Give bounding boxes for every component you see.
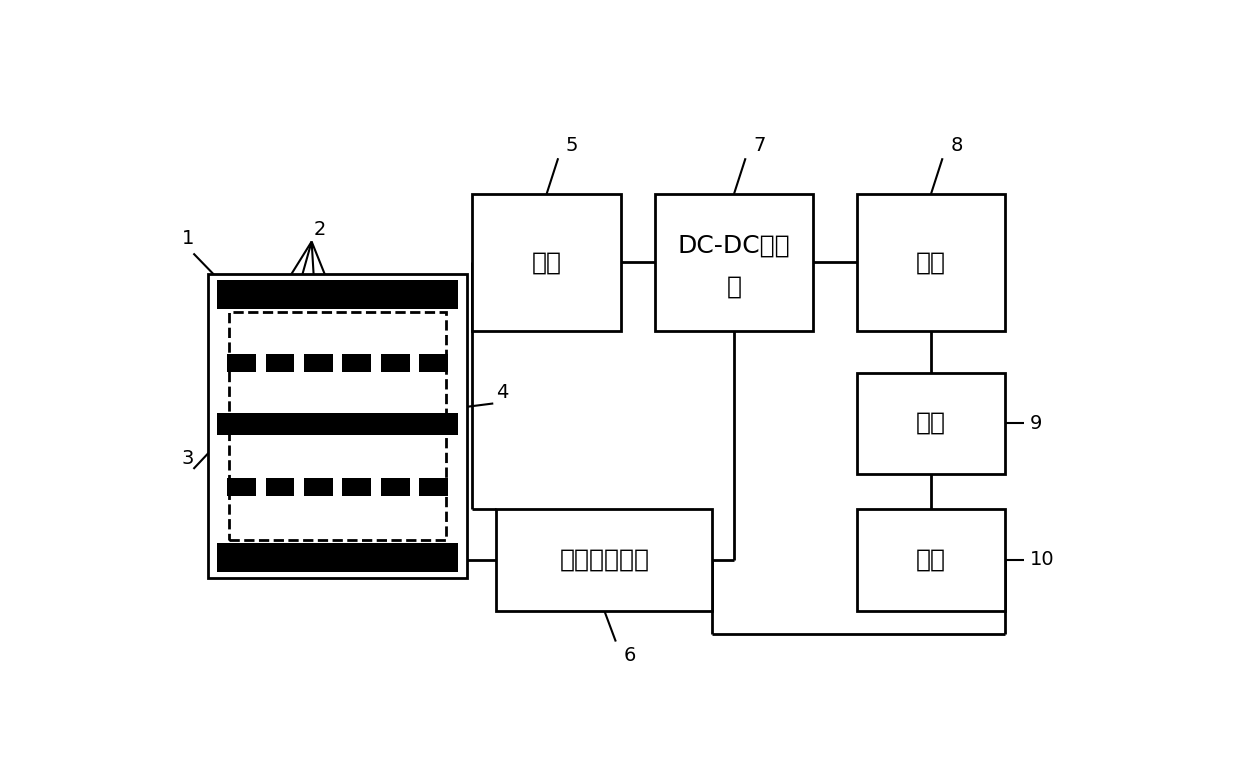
- Text: 7: 7: [753, 136, 765, 155]
- Text: 8: 8: [950, 136, 962, 155]
- Bar: [304, 478, 332, 495]
- Text: 4: 4: [496, 383, 508, 402]
- Text: 5: 5: [565, 136, 578, 155]
- Text: 3: 3: [182, 449, 195, 468]
- Bar: [208, 274, 467, 578]
- Bar: [229, 312, 446, 540]
- Bar: [265, 354, 294, 372]
- Text: 负载: 负载: [916, 548, 946, 572]
- Bar: [217, 281, 458, 309]
- Bar: [857, 373, 1006, 474]
- Bar: [655, 194, 813, 331]
- Text: 储能: 储能: [916, 250, 946, 274]
- Bar: [381, 354, 409, 372]
- Bar: [304, 354, 332, 372]
- Text: 2: 2: [314, 220, 326, 239]
- Bar: [381, 478, 409, 495]
- Bar: [217, 543, 458, 572]
- Bar: [217, 413, 458, 435]
- Text: 开关控制信号: 开关控制信号: [559, 548, 650, 572]
- Bar: [227, 354, 255, 372]
- Bar: [857, 194, 1006, 331]
- Text: 器: 器: [727, 275, 742, 299]
- Text: 6: 6: [624, 646, 636, 666]
- Bar: [342, 478, 371, 495]
- Text: 整流: 整流: [532, 250, 562, 274]
- Bar: [419, 478, 448, 495]
- Bar: [472, 194, 621, 331]
- Text: 10: 10: [1029, 550, 1054, 570]
- Text: DC-DC转换: DC-DC转换: [678, 234, 790, 258]
- Text: 9: 9: [1029, 414, 1042, 433]
- Text: 1: 1: [182, 229, 195, 247]
- Text: 放电: 放电: [916, 411, 946, 435]
- Bar: [227, 478, 255, 495]
- Bar: [496, 509, 712, 611]
- Bar: [857, 509, 1006, 611]
- Bar: [342, 354, 371, 372]
- Bar: [265, 478, 294, 495]
- Bar: [419, 354, 448, 372]
